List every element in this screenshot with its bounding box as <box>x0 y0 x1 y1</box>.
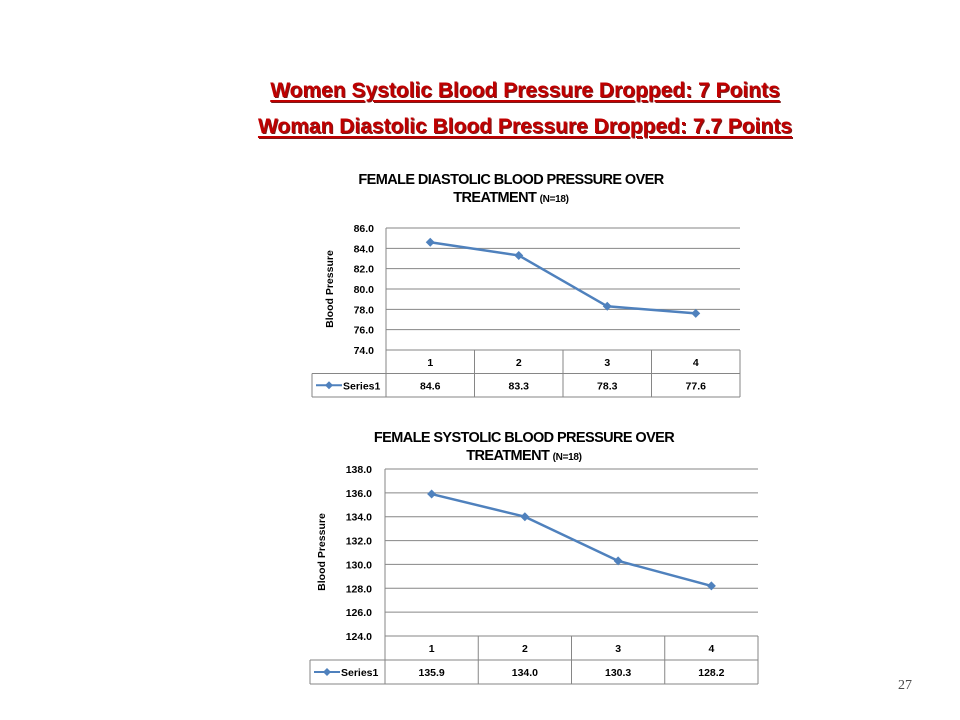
chart-title-line1: FEMALE DIASTOLIC BLOOD PRESSURE OVER <box>358 172 664 188</box>
y-tick-label: 86.0 <box>354 223 375 235</box>
y-tick-label: 76.0 <box>354 325 375 337</box>
series-line <box>430 240 696 315</box>
y-tick-label: 80.0 <box>354 284 375 296</box>
series-line <box>431 492 712 588</box>
x-category-label: 3 <box>604 357 610 369</box>
y-axis-label: Blood Pressure <box>324 250 336 328</box>
legend-key-marker <box>325 381 333 390</box>
slide-number: 27 <box>898 678 912 693</box>
x-category-label: 2 <box>522 643 528 655</box>
y-tick-label: 132.0 <box>346 536 372 548</box>
data-table-value: 134.0 <box>512 667 538 679</box>
data-table-value: 84.6 <box>420 380 441 392</box>
y-tick-label: 126.0 <box>346 607 372 619</box>
y-tick-label: 78.0 <box>354 304 375 316</box>
x-category-label: 1 <box>427 357 433 369</box>
legend-key-marker <box>323 668 331 676</box>
chart-title-diastolic: FEMALE DIASTOLIC BLOOD PRESSURE OVER TRE… <box>311 171 711 209</box>
data-point <box>602 301 612 311</box>
y-tick-label: 134.0 <box>346 512 372 524</box>
data-point <box>706 581 716 591</box>
legend-series-name: Series1 <box>343 380 381 392</box>
x-category-label: 1 <box>429 643 435 655</box>
data-table-value: 77.6 <box>686 380 707 392</box>
data-point <box>427 489 437 499</box>
chart-title-line1: FEMALE SYSTOLIC BLOOD PRESSURE OVER <box>373 430 675 446</box>
x-category-label: 2 <box>516 357 522 369</box>
y-tick-label: 74.0 <box>354 345 375 357</box>
data-table-value: 78.3 <box>597 380 618 392</box>
chart-title-systolic: FEMALE SYSTOLIC BLOOD PRESSURE OVER TREA… <box>324 429 724 467</box>
chart-title-line2: TREATMENT (N=18) <box>324 447 724 467</box>
data-point <box>514 250 524 260</box>
data-point <box>425 237 435 247</box>
chart-title-line2-text: TREATMENT <box>466 448 550 464</box>
legend-series-name: Series1 <box>341 667 379 679</box>
data-point <box>613 556 623 566</box>
y-tick-label: 84.0 <box>354 243 375 255</box>
y-tick-label: 130.0 <box>346 559 372 571</box>
data-point <box>691 308 701 318</box>
y-tick-label: 136.0 <box>346 488 372 500</box>
chart-title-line2: TREATMENT (N=18) <box>311 189 711 209</box>
headline-systolic: Women Systolic Blood Pressure Dropped: 7… <box>270 79 780 102</box>
data-point <box>520 512 530 522</box>
data-table-value: 83.3 <box>509 380 530 392</box>
headline-diastolic: Woman Diastolic Blood Pressure Dropped: … <box>257 115 793 138</box>
data-table-value: 128.2 <box>698 667 724 679</box>
x-category-label: 3 <box>615 643 621 655</box>
data-table-value: 135.9 <box>418 667 444 679</box>
chart-subtitle: (N=18) <box>539 194 569 205</box>
data-table-value: 130.3 <box>605 667 631 679</box>
chart-subtitle: (N=18) <box>552 452 582 463</box>
y-tick-label: 82.0 <box>354 264 375 276</box>
y-tick-label: 128.0 <box>346 583 372 595</box>
y-tick-label: 124.0 <box>346 631 372 643</box>
y-tick-label: 138.0 <box>346 464 372 476</box>
y-axis-label: Blood Pressure <box>316 513 328 591</box>
x-category-label: 4 <box>708 643 714 655</box>
chart-title-line2-text: TREATMENT <box>453 190 537 206</box>
x-category-label: 4 <box>693 357 699 369</box>
